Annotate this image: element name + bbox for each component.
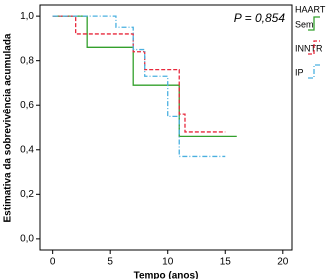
km-curve xyxy=(52,15,226,158)
x-tick-label: 15 xyxy=(220,257,232,268)
legend-swatch xyxy=(308,40,320,55)
x-tick-label: 5 xyxy=(107,257,113,268)
legend-swatch xyxy=(308,16,320,31)
km-curve xyxy=(52,15,237,138)
legend-label: IP xyxy=(295,67,304,77)
y-tick-label: 0,6 xyxy=(20,100,34,111)
x-tick-label: 0 xyxy=(50,257,56,268)
x-axis-title: Tempo (anos) xyxy=(134,271,199,279)
legend-swatch xyxy=(308,64,320,79)
x-tick-label: 20 xyxy=(277,257,289,268)
p-value: P = 0,854 xyxy=(234,11,286,25)
plot-frame xyxy=(39,4,293,251)
y-tick-label: 1,0 xyxy=(20,11,34,22)
y-tick-label: 0,8 xyxy=(20,55,34,66)
km-curve xyxy=(52,15,226,133)
y-tick-label: 0,2 xyxy=(20,189,34,200)
y-tick-label: 0,4 xyxy=(20,144,34,155)
x-tick-label: 10 xyxy=(162,257,174,268)
legend-title: HAART xyxy=(295,4,326,14)
legend-label: Sem xyxy=(295,19,314,29)
y-axis-title: Estimativa da sobrevivência acumulada xyxy=(3,33,14,222)
y-tick-label: 0,0 xyxy=(20,234,34,245)
legend-label: INNTR xyxy=(295,43,323,53)
